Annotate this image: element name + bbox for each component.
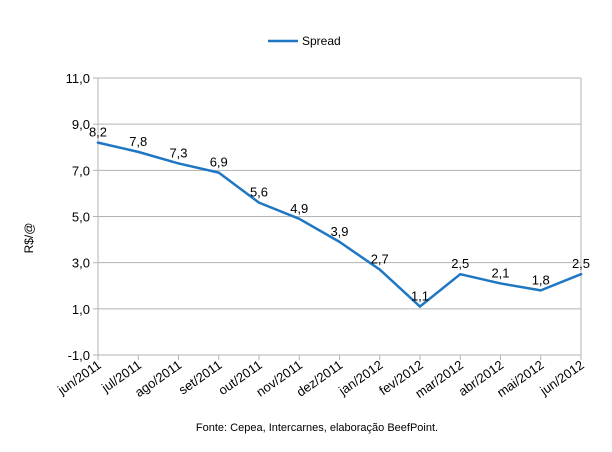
x-tick-label: jan/2012 [335, 357, 385, 398]
x-tick-label: dez/2011 [294, 357, 346, 399]
data-point [177, 162, 180, 165]
data-point [378, 268, 381, 271]
data-label: 2,1 [491, 265, 509, 280]
data-point [579, 273, 583, 276]
y-tick-label: 5,0 [72, 210, 90, 225]
data-label: 2,5 [572, 256, 590, 271]
y-tick-label: -1,0 [68, 348, 90, 363]
data-point [298, 217, 301, 221]
data-labels: 8,2 7,8 7,3 6,9 5,6 4,9 3,9 2,7 1,1 2,5 2,1 1,8 2,5 [89, 125, 590, 304]
legend: Spread [268, 34, 341, 48]
y-tick-label: 3,0 [72, 256, 90, 271]
data-label: 2,5 [451, 256, 469, 271]
y-tick-label: 1,0 [72, 302, 90, 317]
x-tick-labels: jun/2011jul/2011ago/2011set/2011out/2011… [54, 357, 586, 401]
data-label: 2,7 [371, 252, 389, 267]
y-tick-labels: -1,0 1,0 3,0 5,0 7,0 9,0 11,0 [66, 71, 90, 363]
data-point [217, 171, 220, 174]
data-point [418, 305, 422, 308]
x-tick-label: set/2011 [176, 357, 225, 397]
y-tick-label: 9,0 [72, 117, 90, 132]
series-spread [96, 141, 583, 308]
data-label: 5,6 [250, 185, 268, 200]
gridlines [93, 77, 581, 356]
data-point [257, 201, 261, 204]
data-point [338, 240, 341, 244]
x-tick-label: jun/2011 [54, 357, 103, 398]
data-label: 7,8 [129, 134, 147, 149]
data-label: 3,9 [330, 224, 348, 239]
data-label: 1,8 [532, 272, 550, 287]
y-tick-label: 11,0 [66, 71, 90, 86]
data-label: 1,1 [411, 289, 429, 304]
data-point [96, 141, 100, 144]
axes [97, 78, 582, 360]
source-note: Fonte: Cepea, Intercarnes, elaboração Be… [196, 422, 438, 434]
y-axis-label: R$/@ [22, 223, 36, 254]
y-tick-label: 7,0 [72, 163, 90, 178]
x-tick-label: jun/2012 [536, 357, 586, 398]
data-label: 4,9 [290, 201, 308, 216]
data-point [459, 273, 462, 276]
data-point [137, 150, 140, 154]
data-label: 6,9 [210, 155, 228, 170]
data-label: 7,3 [169, 145, 187, 160]
data-label: 8,2 [89, 125, 107, 140]
data-point [539, 289, 542, 292]
legend-label: Spread [302, 34, 341, 48]
data-point [499, 282, 502, 285]
